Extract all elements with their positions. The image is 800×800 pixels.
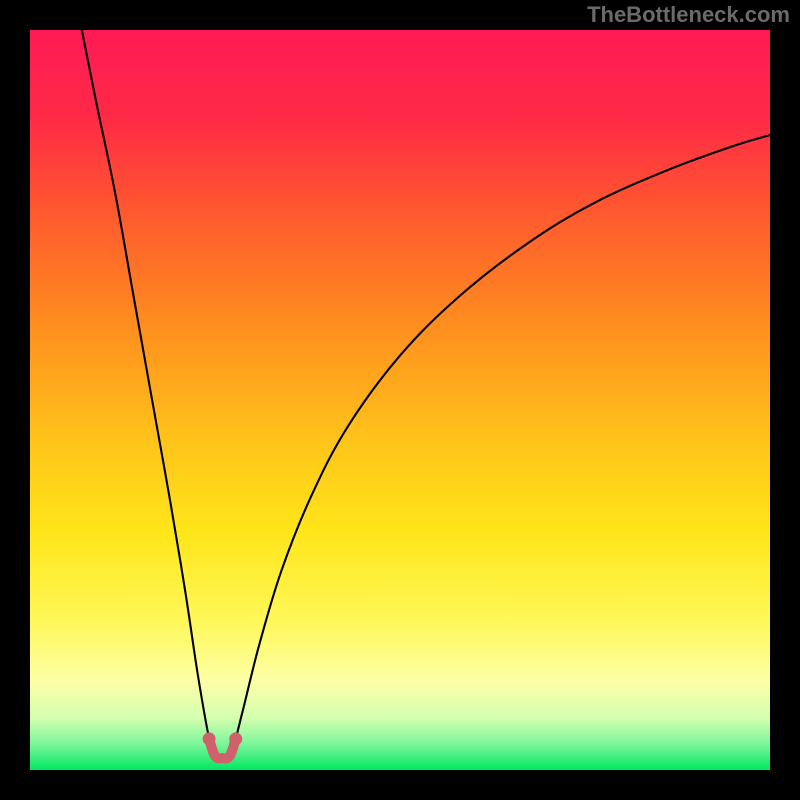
chart-container: TheBottleneck.com xyxy=(0,0,800,800)
plot-svg xyxy=(30,30,770,770)
valley-endpoint-1 xyxy=(229,732,242,745)
plot-area xyxy=(30,30,770,770)
valley-endpoint-0 xyxy=(203,732,216,745)
watermark-text: TheBottleneck.com xyxy=(587,2,790,28)
gradient-background xyxy=(30,30,770,770)
